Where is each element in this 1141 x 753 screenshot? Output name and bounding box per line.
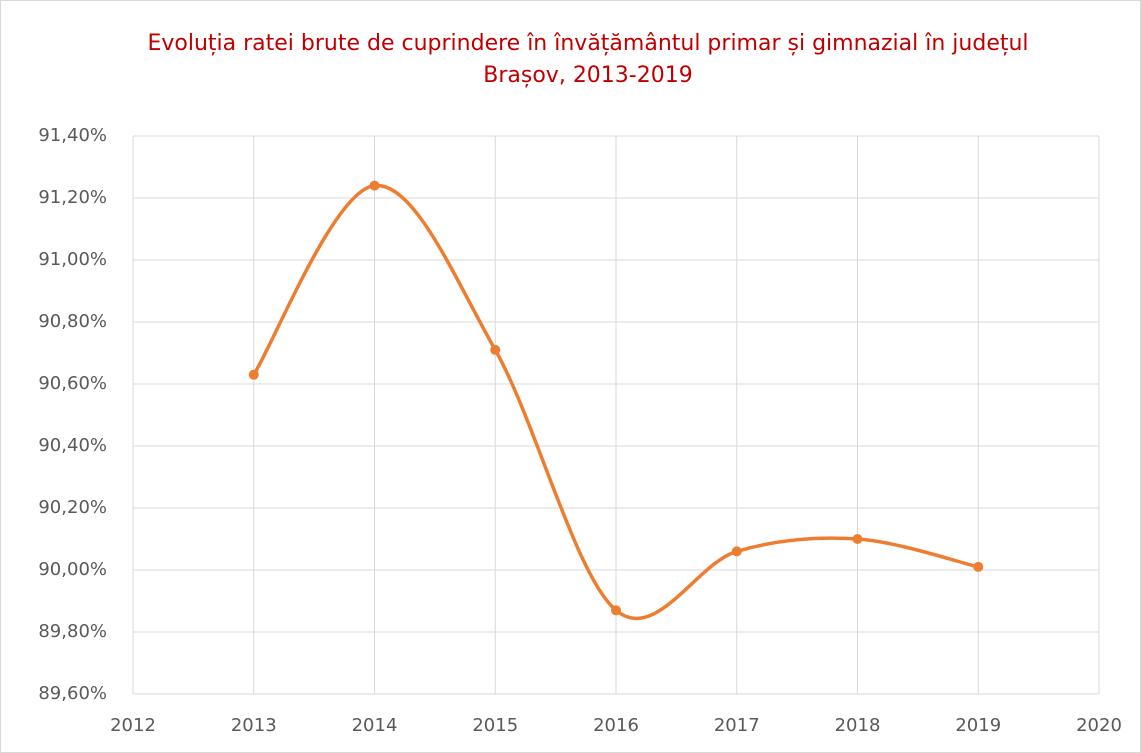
y-tick-label: 89,80% — [38, 621, 107, 642]
x-tick-label: 2019 — [955, 715, 1001, 736]
point — [490, 344, 501, 355]
chart-title: Evoluția ratei brute de cuprindere în în… — [147, 31, 1028, 88]
x-tick-label: 2014 — [352, 715, 398, 736]
point — [973, 561, 984, 572]
point — [731, 546, 742, 557]
point — [248, 369, 259, 380]
y-tick-label: 91,00% — [38, 249, 107, 270]
y-tick-label: 91,40% — [38, 125, 107, 146]
y-tick-label: 91,20% — [38, 187, 107, 208]
y-tick-label: 90,40% — [38, 435, 107, 456]
x-tick-label: 2016 — [593, 715, 639, 736]
x-tick-label: 2020 — [1076, 715, 1122, 736]
x-tick-label: 2017 — [714, 715, 760, 736]
y-tick-label: 89,60% — [38, 683, 107, 704]
point — [852, 534, 863, 544]
point — [611, 605, 621, 616]
x-tick-label: 2018 — [835, 715, 881, 736]
y-tick-label: 90,00% — [38, 559, 107, 580]
x-tick-label: 2013 — [231, 715, 277, 736]
x-tick-label: 2012 — [110, 715, 156, 736]
point — [369, 180, 380, 191]
y-tick-label: 90,20% — [38, 497, 107, 518]
y-tick-label: 90,80% — [38, 311, 107, 332]
y-tick-label: 90,60% — [38, 373, 107, 394]
x-tick-label: 2015 — [472, 715, 518, 736]
